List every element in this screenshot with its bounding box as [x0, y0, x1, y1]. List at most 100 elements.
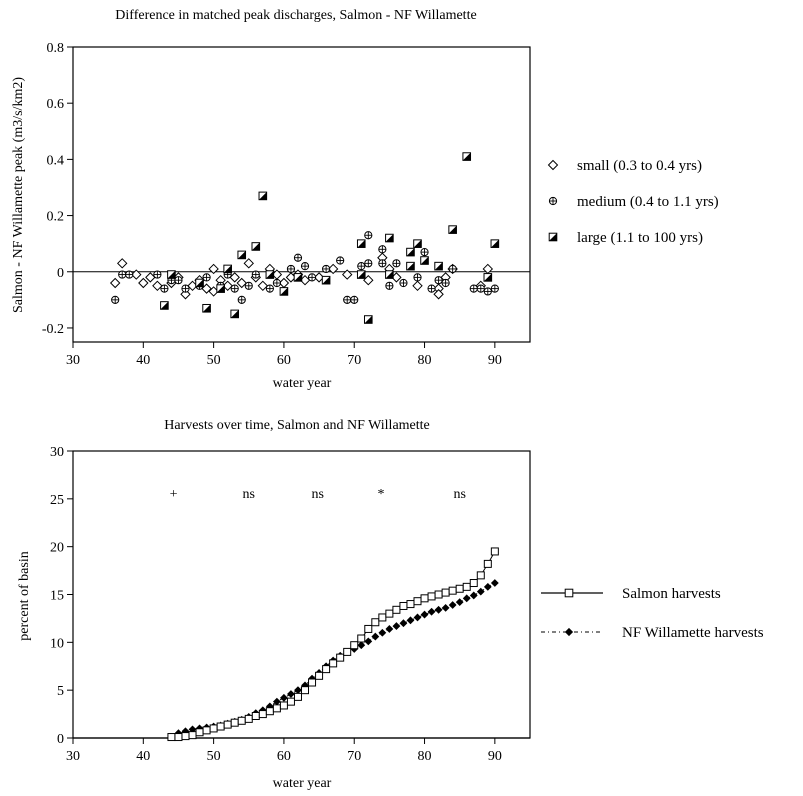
data-point	[364, 259, 373, 268]
chart-bottom: Harvests over time, Salmon and NF Willam…	[17, 418, 764, 791]
y-tick-label: 10	[50, 636, 64, 651]
data-point	[272, 697, 281, 706]
data-point-fill	[266, 270, 274, 279]
series-half-filled-square	[160, 152, 500, 324]
data-point	[279, 287, 289, 296]
chart-top-y-axis-label: Salmon - NF Willamette peak (m3/s/km2)	[11, 77, 26, 313]
data-point	[329, 659, 338, 668]
chart-bottom-marks	[167, 547, 499, 742]
data-point	[336, 256, 345, 265]
data-point	[420, 610, 429, 619]
data-point	[364, 231, 373, 240]
data-point	[413, 239, 422, 248]
data-point	[441, 588, 450, 597]
legend-marker-circle-cross	[548, 196, 558, 206]
data-point	[406, 616, 415, 625]
data-point	[322, 264, 331, 274]
data-point	[448, 586, 457, 595]
data-point	[434, 590, 443, 599]
data-point	[138, 277, 149, 289]
data-point	[378, 259, 387, 268]
data-point	[364, 624, 373, 633]
data-point-fill	[237, 251, 246, 259]
data-point	[420, 594, 429, 603]
data-point	[385, 270, 394, 279]
data-point	[462, 582, 471, 591]
data-point-fill	[280, 287, 288, 296]
chart-top-plot-frame	[72, 46, 531, 343]
data-point	[399, 601, 408, 610]
data-point	[462, 152, 472, 161]
x-tick-label: 90	[488, 353, 502, 368]
data-point	[258, 710, 267, 719]
chart-top: Difference in matched peak discharges, S…	[11, 8, 719, 391]
data-point	[483, 273, 493, 282]
data-point	[385, 233, 394, 243]
chart-top-legend: small (0.3 to 0.4 yrs) medium (0.4 to 1.1…	[547, 158, 719, 246]
data-point	[343, 295, 352, 304]
data-point	[272, 704, 281, 713]
data-point	[195, 278, 204, 288]
data-point	[350, 641, 359, 650]
data-point	[321, 275, 331, 285]
legend-label: medium (0.4 to 1.1 yrs)	[577, 194, 719, 210]
data-point-fill	[462, 152, 471, 161]
series-line-open-square	[171, 551, 496, 738]
data-point	[413, 273, 422, 282]
data-point	[237, 716, 246, 725]
x-tick-label: 40	[136, 749, 150, 764]
data-point	[413, 613, 422, 622]
legend-marker-open-square	[564, 588, 574, 598]
data-point	[385, 625, 394, 633]
data-point	[378, 613, 387, 622]
chart-top-axes: 30 40 50 60 70 80 90 0.8 0.6 0.4 0.2 0 -0.2	[42, 41, 530, 368]
data-point	[300, 262, 310, 271]
y-tick-label: 0	[57, 732, 64, 747]
significance-annotation: ns	[243, 487, 255, 502]
data-point-fill	[223, 265, 232, 273]
data-point-fill	[294, 273, 302, 282]
data-point	[222, 280, 233, 292]
significance-annotation: ns	[311, 487, 323, 502]
data-point-fill	[357, 239, 366, 248]
data-point	[364, 637, 373, 646]
data-point	[315, 671, 324, 680]
data-point-fill	[364, 315, 373, 324]
data-point	[448, 601, 457, 609]
x-tick-label: 50	[207, 353, 221, 368]
data-point	[279, 701, 288, 710]
data-point	[230, 309, 240, 319]
x-tick-label: 30	[66, 749, 80, 764]
data-point	[272, 278, 281, 288]
data-point	[230, 718, 239, 727]
significance-annotation: ns	[453, 487, 465, 502]
y-tick-label: 5	[57, 684, 64, 699]
data-point	[448, 225, 457, 234]
chart-top-marks	[109, 152, 500, 324]
data-point	[216, 722, 225, 731]
significance-annotation: +	[170, 487, 178, 502]
chart-top-x-axis-label: water year	[273, 376, 332, 391]
y-tick-label: 0.4	[47, 153, 65, 168]
data-point-fill	[216, 284, 225, 293]
data-point-fill	[385, 270, 394, 279]
data-point	[109, 277, 121, 289]
data-point	[167, 270, 176, 279]
data-point	[336, 653, 345, 662]
data-point	[357, 641, 366, 650]
data-point	[476, 587, 485, 596]
data-point	[483, 559, 492, 568]
chart-top-title: Difference in matched peak discharges, S…	[115, 8, 476, 23]
data-point	[236, 277, 247, 289]
data-point	[265, 284, 274, 293]
data-point	[434, 261, 443, 271]
x-tick-label: 30	[66, 353, 80, 368]
y-tick-label: 0	[57, 266, 64, 281]
data-point	[280, 693, 288, 702]
data-point	[265, 270, 275, 279]
x-tick-label: 40	[136, 353, 150, 368]
legend-marker-half-filled-square-fill	[549, 233, 557, 241]
data-point-fill	[160, 301, 169, 310]
data-point	[413, 597, 422, 606]
